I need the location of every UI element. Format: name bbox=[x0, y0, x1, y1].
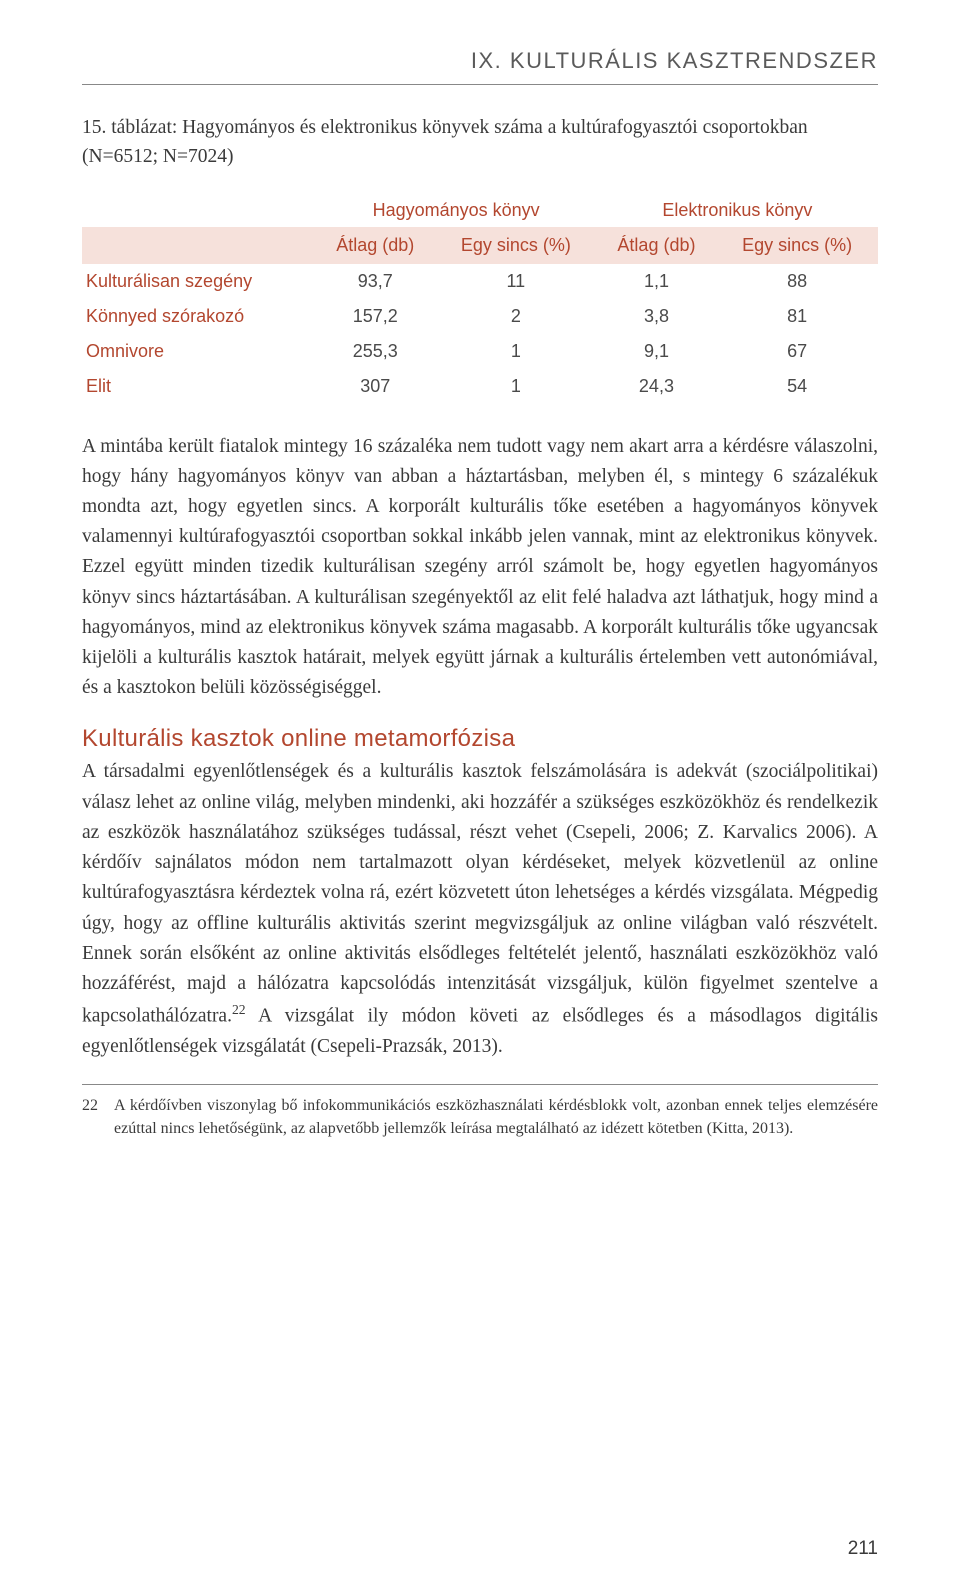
footnote-rule bbox=[82, 1084, 878, 1085]
table-caption: 15. táblázat: Hagyományos és elektroniku… bbox=[82, 113, 878, 172]
group-header: Elektronikus könyv bbox=[597, 194, 878, 227]
body-paragraph: A társadalmi egyenlőtlenségek és a kultu… bbox=[82, 757, 878, 1062]
sub-header: Egy sincs (%) bbox=[716, 227, 878, 264]
cell: 3,8 bbox=[597, 299, 716, 334]
cell: 9,1 bbox=[597, 334, 716, 369]
cell: 1,1 bbox=[597, 264, 716, 299]
row-label: Könnyed szórakozó bbox=[82, 299, 316, 334]
cell: 88 bbox=[716, 264, 878, 299]
cell: 307 bbox=[316, 369, 435, 404]
cell: 157,2 bbox=[316, 299, 435, 334]
footnote: 22 A kérdőívben viszonylag bő infokommun… bbox=[82, 1095, 878, 1140]
blank-corner bbox=[82, 194, 316, 227]
page-number: 211 bbox=[848, 1538, 878, 1560]
blank-sub bbox=[82, 227, 316, 264]
table-row: Kulturálisan szegény 93,7 11 1,1 88 bbox=[82, 264, 878, 299]
chapter-title: IX. KULTURÁLIS KASZTRENDSZER bbox=[82, 48, 878, 74]
chapter-header: IX. KULTURÁLIS KASZTRENDSZER bbox=[82, 48, 878, 74]
paragraph-text: A társadalmi egyenlőtlenségek és a kultu… bbox=[82, 761, 878, 1026]
cell: 1 bbox=[435, 369, 597, 404]
body-paragraph: A mintába került fiatalok mintegy 16 szá… bbox=[82, 432, 878, 704]
cell: 255,3 bbox=[316, 334, 435, 369]
footnote-text: A kérdőívben viszonylag bő infokommuniká… bbox=[114, 1095, 878, 1140]
header-rule bbox=[82, 84, 878, 85]
cell: 11 bbox=[435, 264, 597, 299]
cell: 2 bbox=[435, 299, 597, 334]
footnote-number: 22 bbox=[82, 1095, 98, 1140]
group-header: Hagyományos könyv bbox=[316, 194, 597, 227]
cell: 81 bbox=[716, 299, 878, 334]
row-label: Kulturálisan szegény bbox=[82, 264, 316, 299]
footnote-ref: 22 bbox=[232, 1002, 246, 1017]
sub-header: Átlag (db) bbox=[316, 227, 435, 264]
table-sub-header-row: Átlag (db) Egy sincs (%) Átlag (db) Egy … bbox=[82, 227, 878, 264]
sub-header: Egy sincs (%) bbox=[435, 227, 597, 264]
section-heading: Kulturális kasztok online metamorfózisa bbox=[82, 725, 878, 753]
cell: 93,7 bbox=[316, 264, 435, 299]
cell: 1 bbox=[435, 334, 597, 369]
table-group-header-row: Hagyományos könyv Elektronikus könyv bbox=[82, 194, 878, 227]
table-row: Omnivore 255,3 1 9,1 67 bbox=[82, 334, 878, 369]
data-table: Hagyományos könyv Elektronikus könyv Átl… bbox=[82, 194, 878, 404]
row-label: Elit bbox=[82, 369, 316, 404]
cell: 54 bbox=[716, 369, 878, 404]
table-row: Elit 307 1 24,3 54 bbox=[82, 369, 878, 404]
table-row: Könnyed szórakozó 157,2 2 3,8 81 bbox=[82, 299, 878, 334]
row-label: Omnivore bbox=[82, 334, 316, 369]
cell: 67 bbox=[716, 334, 878, 369]
sub-header: Átlag (db) bbox=[597, 227, 716, 264]
cell: 24,3 bbox=[597, 369, 716, 404]
